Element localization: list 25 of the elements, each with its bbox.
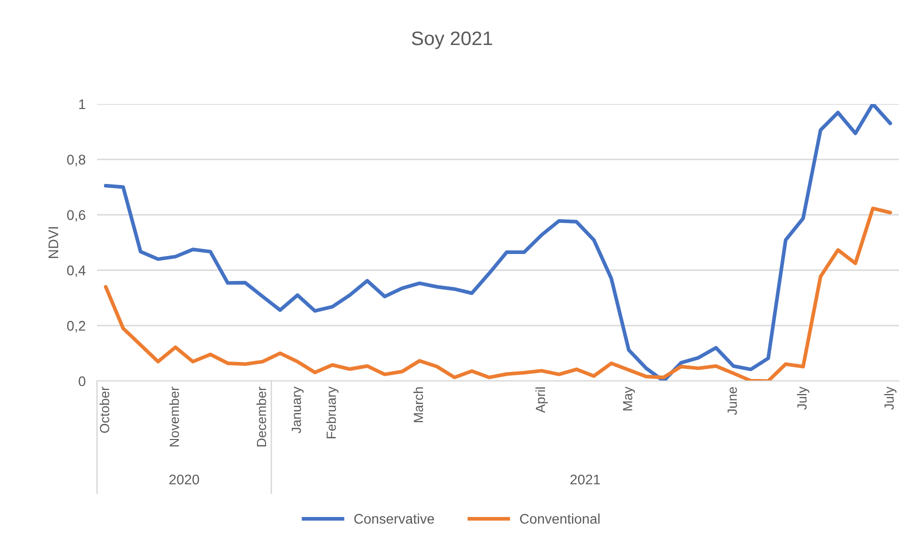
y-tick-label: 0 bbox=[78, 376, 86, 386]
legend-label: Conventional bbox=[520, 514, 600, 524]
x-tick-label: January bbox=[292, 386, 304, 434]
x-tick-label: April bbox=[535, 387, 548, 413]
x-tick-label: March bbox=[413, 387, 424, 422]
y-axis-title: NDVI bbox=[48, 227, 58, 258]
legend-label: Conservative bbox=[354, 514, 434, 524]
line-series bbox=[104, 206, 892, 381]
x-tick-label: October bbox=[100, 386, 110, 433]
y-tick-label: 0,6 bbox=[67, 210, 86, 222]
x-tick-label: November bbox=[169, 386, 179, 446]
line-series bbox=[104, 104, 892, 381]
y-tick-label: 0,2 bbox=[67, 320, 86, 332]
x-tick-label: May bbox=[623, 386, 635, 410]
chart-title: Soy 2021 bbox=[412, 31, 492, 50]
x-tick-label: December bbox=[256, 386, 266, 446]
x-tick-label: February bbox=[326, 386, 339, 438]
text: 2021 bbox=[570, 474, 600, 484]
x-tick-label: July bbox=[796, 386, 810, 410]
x-tick-label: June bbox=[728, 387, 737, 415]
text: 2020 bbox=[169, 474, 200, 484]
y-tick-label: 0,4 bbox=[67, 266, 86, 278]
x-tick-label: July bbox=[884, 386, 896, 410]
y-tick-label: 0,8 bbox=[67, 154, 86, 166]
y-tick-label: 1 bbox=[79, 99, 86, 110]
